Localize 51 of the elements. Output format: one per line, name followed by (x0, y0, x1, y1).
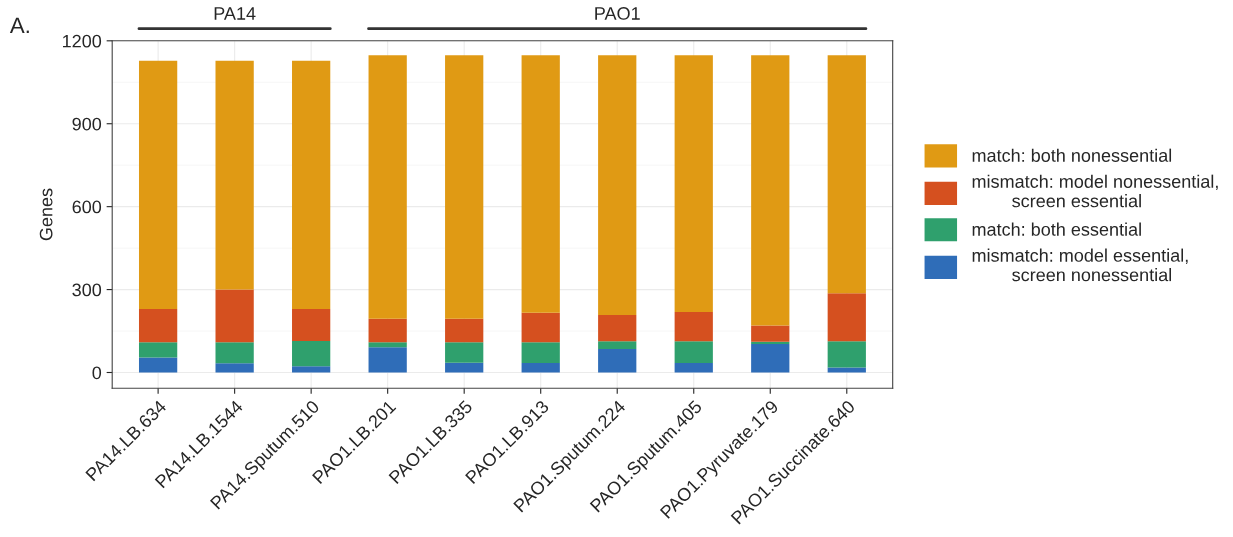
bar (215, 342, 254, 364)
bar (521, 312, 560, 343)
bar (598, 315, 637, 342)
bar (827, 293, 866, 342)
text: A. (9, 17, 29, 33)
bar (521, 363, 560, 373)
y-tick-label: 0 (92, 366, 102, 380)
bar (751, 325, 790, 342)
bar (674, 55, 713, 312)
bar (368, 318, 407, 343)
text: PAO1 (595, 7, 640, 20)
bar (138, 308, 178, 343)
bar (215, 363, 254, 373)
bar (445, 362, 484, 373)
bar (138, 357, 178, 373)
bar (138, 342, 178, 358)
bar (445, 55, 484, 319)
legend-label: match: both essential (972, 222, 1141, 236)
bar (368, 55, 407, 319)
bar (368, 347, 407, 373)
y-axis-title: Genes (39, 188, 53, 241)
bar (598, 349, 637, 373)
legend-label: mismatch: model nonessential, screen essential (972, 174, 1218, 208)
text: PA14 (214, 7, 256, 20)
bar (215, 289, 254, 343)
bar (827, 341, 866, 368)
bar (751, 344, 790, 373)
y-tick-label: 1200 (63, 34, 102, 48)
bar (751, 55, 790, 326)
y-tick-label: 300 (72, 283, 102, 297)
bar (445, 342, 484, 363)
y-tick-label: 900 (72, 117, 102, 131)
bar (674, 341, 713, 364)
bar (827, 55, 866, 294)
bar (521, 342, 560, 364)
bar (674, 311, 713, 342)
y-tick-label: 600 (72, 200, 102, 214)
bar (292, 308, 331, 341)
bar (292, 60, 331, 309)
bar (598, 341, 637, 349)
legend-label: match: both nonessential (972, 148, 1172, 162)
bar (292, 340, 331, 367)
bar (521, 55, 560, 313)
bar (138, 60, 178, 309)
bar (292, 366, 331, 373)
bar (598, 55, 637, 315)
bar (368, 342, 407, 348)
bar (445, 318, 484, 343)
bar (215, 60, 254, 290)
legend-label: mismatch: model essential, screen nonessential (972, 248, 1188, 282)
bar (674, 363, 713, 373)
